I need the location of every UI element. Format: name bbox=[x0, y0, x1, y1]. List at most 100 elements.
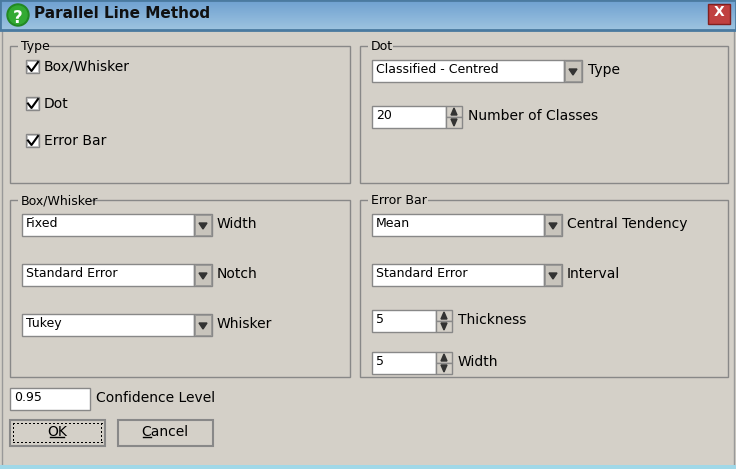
Bar bbox=[101, 423, 102, 425]
Text: Tukey: Tukey bbox=[26, 317, 62, 330]
Text: Thickness: Thickness bbox=[458, 313, 526, 327]
Bar bbox=[13, 423, 14, 425]
Text: Box/Whisker: Box/Whisker bbox=[44, 60, 130, 74]
Bar bbox=[89, 442, 91, 443]
Bar bbox=[101, 431, 102, 433]
Bar bbox=[0, 18, 736, 19]
Bar bbox=[0, 1, 736, 2]
Bar bbox=[565, 61, 581, 81]
Text: Error Bar: Error Bar bbox=[44, 134, 107, 148]
Bar bbox=[81, 442, 83, 443]
Bar bbox=[61, 423, 63, 424]
Bar bbox=[372, 214, 544, 236]
Bar bbox=[10, 420, 105, 446]
Bar bbox=[0, 6, 736, 7]
Text: Number of Classes: Number of Classes bbox=[468, 109, 598, 123]
Bar bbox=[49, 442, 51, 443]
Bar bbox=[65, 442, 67, 443]
Text: 20: 20 bbox=[376, 109, 392, 122]
Bar bbox=[27, 98, 38, 109]
Bar bbox=[85, 423, 87, 424]
Bar bbox=[0, 20, 736, 21]
Bar bbox=[436, 352, 452, 363]
Bar bbox=[0, 24, 736, 25]
Bar bbox=[26, 134, 39, 147]
Bar bbox=[0, 10, 736, 11]
Text: Dot: Dot bbox=[44, 97, 68, 111]
Text: Interval: Interval bbox=[567, 267, 620, 281]
Text: Type: Type bbox=[588, 63, 620, 77]
Text: 5: 5 bbox=[376, 355, 384, 368]
Bar bbox=[97, 423, 99, 424]
Text: Width: Width bbox=[217, 217, 258, 231]
Bar bbox=[0, 465, 736, 469]
Polygon shape bbox=[199, 323, 207, 329]
Bar bbox=[545, 265, 561, 285]
Bar bbox=[0, 14, 736, 15]
Text: Mean: Mean bbox=[376, 217, 410, 230]
Bar bbox=[194, 314, 212, 336]
Bar bbox=[101, 427, 102, 429]
Bar bbox=[195, 315, 211, 335]
Bar bbox=[0, 2, 736, 3]
Text: Classified - Centred: Classified - Centred bbox=[376, 63, 498, 76]
Bar bbox=[0, 16, 736, 17]
Bar bbox=[360, 200, 728, 377]
Bar bbox=[436, 363, 452, 374]
Bar bbox=[61, 442, 63, 443]
Polygon shape bbox=[451, 108, 457, 115]
Bar bbox=[13, 423, 15, 424]
Bar bbox=[372, 106, 446, 128]
Bar bbox=[0, 17, 736, 18]
Bar bbox=[0, 4, 736, 5]
Bar bbox=[21, 423, 23, 424]
Polygon shape bbox=[569, 69, 577, 75]
Bar bbox=[97, 442, 99, 443]
Bar bbox=[0, 15, 736, 16]
Text: Confidence Level: Confidence Level bbox=[96, 391, 215, 405]
Bar bbox=[0, 8, 736, 9]
Text: Notch: Notch bbox=[217, 267, 258, 281]
Bar bbox=[21, 442, 23, 443]
Bar bbox=[41, 442, 43, 443]
Bar bbox=[195, 215, 211, 235]
Polygon shape bbox=[451, 119, 457, 126]
Bar bbox=[101, 442, 103, 443]
Bar bbox=[0, 13, 736, 14]
Bar bbox=[10, 46, 350, 183]
Bar bbox=[22, 214, 194, 236]
Bar bbox=[0, 27, 736, 28]
Bar bbox=[446, 117, 462, 128]
Bar bbox=[29, 442, 31, 443]
Text: Standard Error: Standard Error bbox=[26, 267, 118, 280]
Bar bbox=[194, 214, 212, 236]
Bar bbox=[0, 12, 736, 13]
Bar bbox=[26, 97, 39, 110]
Bar bbox=[18, 39, 49, 53]
Bar bbox=[10, 200, 350, 377]
Bar bbox=[29, 423, 31, 424]
Bar bbox=[93, 442, 95, 443]
Bar bbox=[13, 439, 14, 441]
Bar bbox=[49, 423, 51, 424]
Polygon shape bbox=[549, 223, 557, 229]
Bar bbox=[89, 423, 91, 424]
Bar bbox=[13, 435, 14, 437]
Bar bbox=[101, 423, 103, 424]
Text: Parallel Line Method: Parallel Line Method bbox=[34, 6, 210, 21]
Text: Width: Width bbox=[458, 355, 498, 369]
Bar bbox=[101, 439, 102, 441]
Bar bbox=[368, 193, 428, 207]
Bar bbox=[37, 442, 39, 443]
Bar bbox=[0, 26, 736, 27]
Polygon shape bbox=[199, 273, 207, 279]
Bar bbox=[708, 4, 730, 24]
Circle shape bbox=[7, 4, 29, 26]
Bar bbox=[0, 22, 736, 23]
Bar bbox=[73, 423, 75, 424]
Bar bbox=[13, 442, 15, 443]
Bar bbox=[372, 352, 436, 374]
Bar bbox=[545, 215, 561, 235]
Bar bbox=[13, 427, 14, 429]
Bar bbox=[18, 193, 90, 207]
